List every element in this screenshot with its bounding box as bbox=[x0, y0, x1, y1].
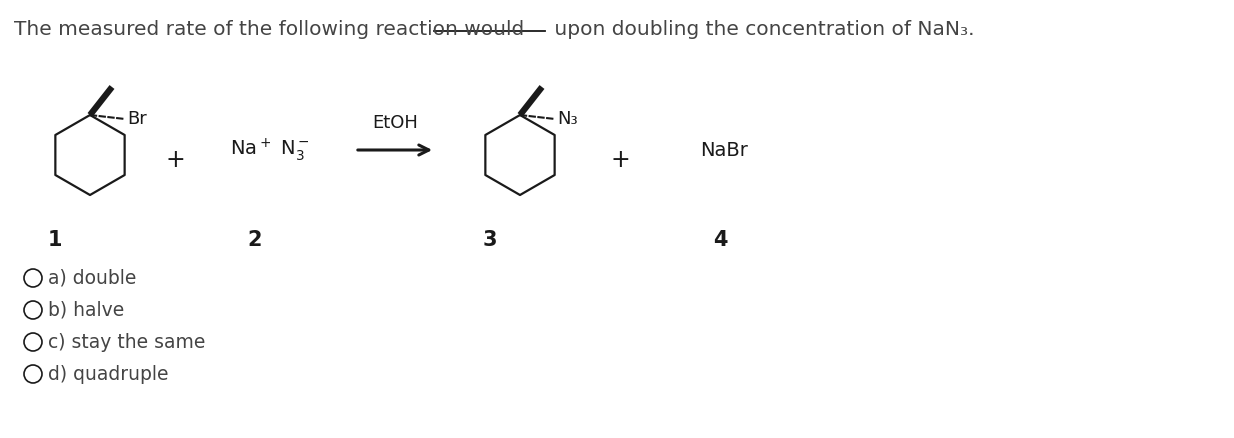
Text: 1: 1 bbox=[48, 230, 62, 250]
Text: NaBr: NaBr bbox=[700, 141, 748, 159]
Text: b) halve: b) halve bbox=[48, 300, 125, 319]
Text: 3: 3 bbox=[482, 230, 497, 250]
Text: 2: 2 bbox=[248, 230, 263, 250]
Text: Br: Br bbox=[127, 110, 147, 128]
Text: c) stay the same: c) stay the same bbox=[48, 332, 205, 352]
Text: d) quadruple: d) quadruple bbox=[48, 364, 169, 384]
Text: +: + bbox=[610, 148, 629, 172]
Text: The measured rate of the following reaction would: The measured rate of the following react… bbox=[14, 20, 531, 39]
Text: 4: 4 bbox=[713, 230, 727, 250]
Text: N₃: N₃ bbox=[557, 110, 578, 128]
Text: upon doubling the concentration of NaN₃.: upon doubling the concentration of NaN₃. bbox=[548, 20, 975, 39]
Text: +: + bbox=[165, 148, 185, 172]
Text: Na$^+$ N$_3^-$: Na$^+$ N$_3^-$ bbox=[231, 137, 310, 163]
Text: a) double: a) double bbox=[48, 268, 137, 287]
Text: EtOH: EtOH bbox=[373, 114, 418, 132]
